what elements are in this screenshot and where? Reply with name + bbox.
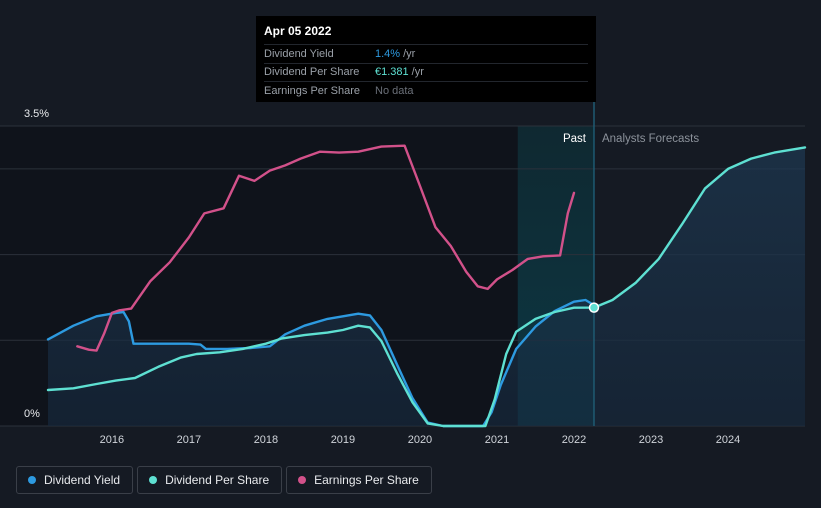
x-tick-label: 2024 (716, 434, 740, 446)
dividend-area-fill (48, 147, 805, 426)
legend-dot-icon (149, 476, 158, 484)
x-tick-label: 2022 (562, 434, 586, 446)
tooltip-label: Dividend Per Share (264, 66, 360, 79)
tooltip-label: Dividend Yield (264, 47, 334, 60)
x-tick-label: 2018 (254, 434, 278, 446)
x-tick-label: 2023 (639, 434, 663, 446)
legend-dividend-yield[interactable]: Dividend Yield (16, 466, 134, 494)
tooltip-row-dividend-per-share: Dividend Per Share €1.381 /yr (264, 62, 588, 82)
series-line-dividend-yield (46, 298, 596, 428)
legend-dividend-per-share[interactable]: Dividend Per Share (137, 466, 283, 494)
legend: Dividend Yield Dividend Per Share Earnin… (16, 466, 432, 494)
past-label: Past (563, 133, 587, 145)
tooltip-label: Earnings Per Share (264, 84, 360, 97)
current-point-marker[interactable] (588, 302, 600, 313)
legend-label: Dividend Yield (44, 473, 121, 487)
series-line-dividend-per-share (46, 146, 807, 428)
tooltip-value: 1.4% (375, 47, 401, 60)
tooltip-row-dividend-yield: Dividend Yield 1.4% /yr (264, 44, 588, 63)
y-axis-top-label: 3.5% (24, 108, 50, 120)
legend-label: Dividend Per Share (165, 473, 270, 487)
x-axis: 2016 2017 2018 2019 2020 2021 2022 2023 2024 (100, 434, 741, 446)
forecast-label: Analysts Forecasts (602, 133, 699, 145)
x-tick-label: 2019 (331, 434, 355, 446)
tooltip-unit: /yr (403, 47, 416, 60)
tooltip-row-earnings-per-share: Earnings Per Share No data (264, 81, 588, 100)
tooltip-unit: /yr (411, 66, 424, 79)
legend-label: Earnings Per Share (314, 473, 419, 487)
x-tick-label: 2017 (177, 434, 201, 446)
legend-dot-icon (28, 476, 36, 484)
legend-dot-icon (298, 476, 307, 484)
legend-earnings-per-share[interactable]: Earnings Per Share (286, 466, 432, 494)
series-lines (46, 144, 807, 428)
series-line-earnings-per-share (76, 144, 576, 352)
x-tick-label: 2020 (408, 434, 432, 446)
x-tick-label: 2016 (100, 434, 124, 446)
tooltip-value: No data (375, 84, 414, 97)
y-axis-bottom-label: 0% (24, 408, 40, 420)
tooltip-date: Apr 05 2022 (264, 24, 332, 38)
tooltip-value: €1.381 (375, 66, 409, 79)
tooltip: Apr 05 2022 Dividend Yield 1.4% /yr Divi… (256, 16, 596, 102)
x-tick-label: 2021 (485, 434, 509, 446)
